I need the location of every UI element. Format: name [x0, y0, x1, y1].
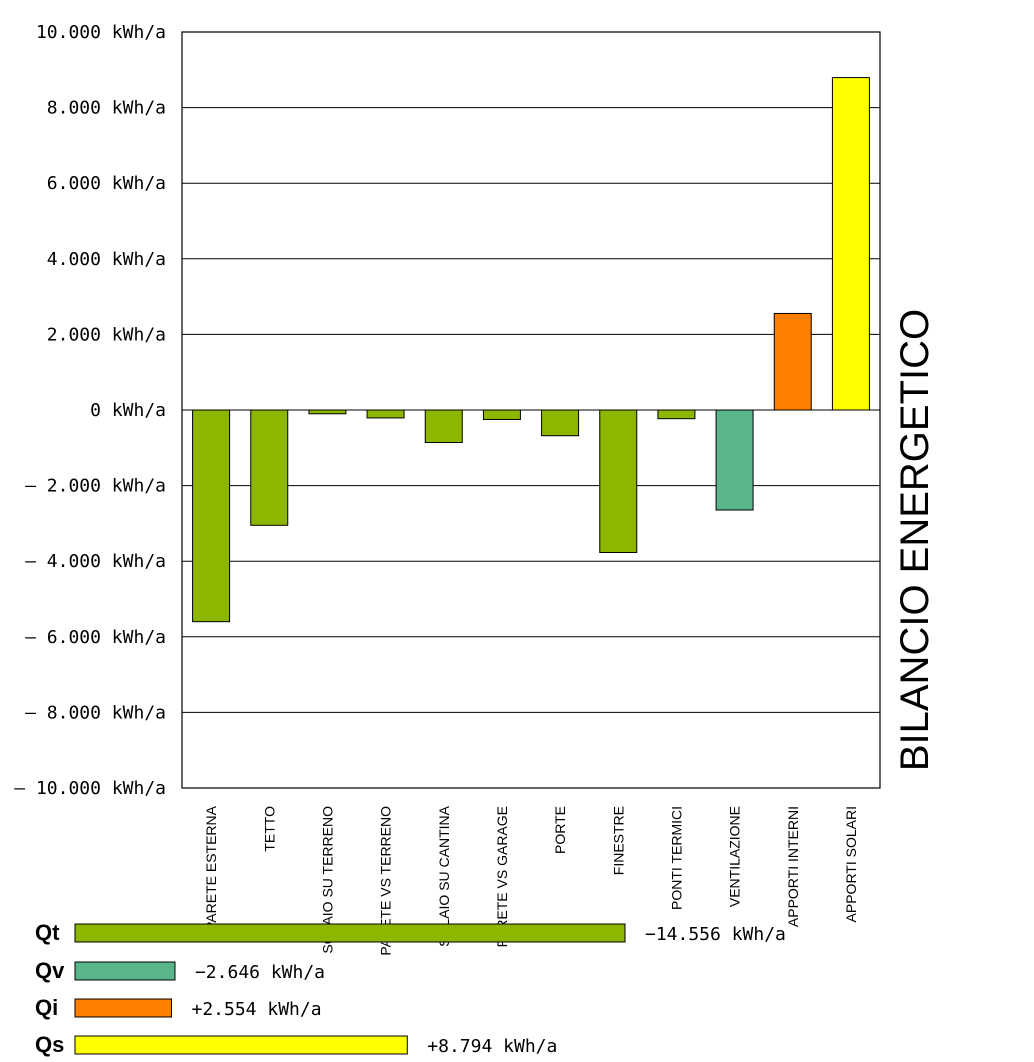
bars: [192, 77, 870, 623]
summary-value: +8.794 kWh/a: [427, 1036, 557, 1057]
bar: [192, 409, 231, 623]
summary-label: Qi: [35, 995, 58, 1020]
summary-bar: [74, 998, 173, 1018]
y-tick-label: 8.000 kWh/a: [47, 98, 166, 119]
category-label: PARETE ESTERNA: [203, 805, 219, 931]
category-label: APPORTI INTERNI: [785, 806, 801, 927]
category-label: VENTILAZIONE: [727, 806, 743, 907]
chart-title: BILANCIO ENERGETICO: [893, 309, 937, 771]
summary-value: −2.646 kWh/a: [195, 962, 325, 983]
y-tick-label: – 4.000 kWh/a: [25, 551, 166, 572]
bar: [366, 409, 405, 419]
category-label: SOLAIO SU CANTINA: [436, 805, 452, 946]
category-label: PARETE VS GARAGE: [494, 806, 510, 947]
category-label: TETTO: [261, 806, 277, 852]
bar: [308, 409, 347, 415]
bar: [482, 409, 521, 420]
y-tick-label: – 8.000 kWh/a: [25, 702, 166, 723]
category-labels: PARETE ESTERNA TETTO SOLAIO SU TERRENO PARE…: [203, 805, 859, 955]
summary-bar: [74, 923, 626, 943]
bar: [831, 77, 870, 411]
bar: [541, 409, 580, 437]
bar: [599, 409, 638, 554]
summary-label: Qv: [35, 958, 65, 983]
summary-label: Qt: [35, 920, 60, 945]
summary-bars: Qt −14.556 kWh/a Qv −2.646 kWh/a Qi +2.554 kW…: [35, 920, 786, 1057]
category-label: APPORTI SOLARI: [843, 806, 859, 922]
category-label: PONTI TERMICI: [668, 806, 684, 910]
y-tick-label: – 10.000 kWh/a: [14, 778, 166, 799]
y-tick-label: – 2.000 kWh/a: [25, 476, 166, 497]
plot-frame: [181, 31, 881, 789]
category-label: PORTE: [552, 806, 568, 854]
summary-label: Qs: [35, 1032, 64, 1057]
bar: [773, 312, 812, 411]
y-tick-label: 2.000 kWh/a: [47, 324, 166, 345]
y-tick-label: 0 kWh/a: [90, 400, 166, 421]
summary-value: −14.556 kWh/a: [645, 924, 786, 945]
y-tick-label: 10.000 kWh/a: [36, 22, 166, 43]
y-tick-label: 6.000 kWh/a: [47, 173, 166, 194]
bar: [424, 409, 463, 444]
y-tick-label: – 6.000 kWh/a: [25, 627, 166, 648]
y-axis-ticks: 10.000 kWh/a 8.000 kWh/a 6.000 kWh/a 4.000 …: [14, 22, 166, 799]
y-tick-label: 4.000 kWh/a: [47, 249, 166, 270]
category-label: SOLAIO SU TERRENO: [319, 806, 335, 954]
category-label: FINESTRE: [610, 806, 626, 875]
bar: [715, 409, 754, 511]
category-label: PARETE VS TERRENO: [378, 806, 394, 956]
bar: [250, 409, 289, 526]
bar: [657, 409, 696, 420]
summary-bar: [74, 961, 176, 981]
summary-value: +2.554 kWh/a: [192, 999, 322, 1020]
summary-bar: [74, 1035, 408, 1055]
